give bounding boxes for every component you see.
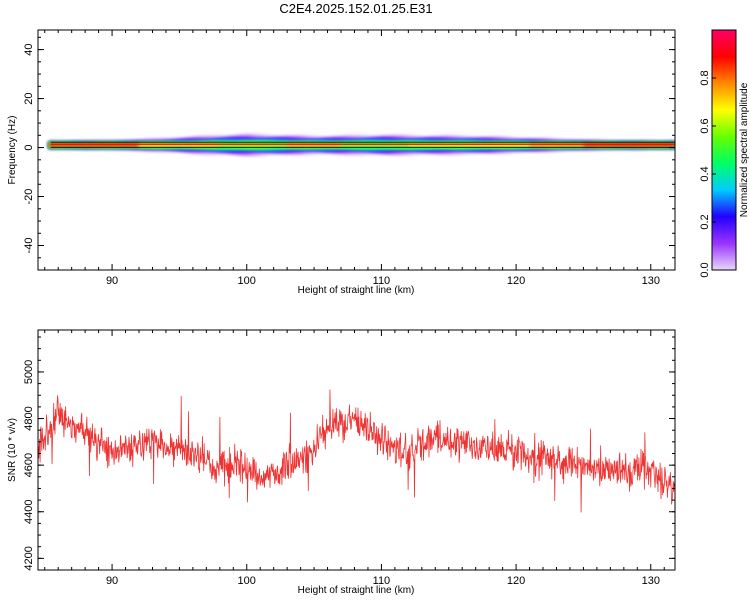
colorbar-tick-label: 0.0 [699,262,711,277]
spectrogram-y-ticks: -40 -20 0 20 40 [23,36,675,271]
x-tick-label: 120 [507,275,525,287]
colorbar: 0.0 0.2 0.4 0.6 0.8 Normalized spectral ampl… [699,29,750,278]
snr-line-area [38,389,675,513]
colorbar-tick-label: 0.2 [699,214,711,229]
y-tick-label: 4400 [23,500,35,524]
snr-x-axis-label: Height of straight line (km) [298,585,415,596]
y-tick-label: -20 [23,189,35,205]
spectral-band-core [219,143,288,147]
y-tick-label: 4800 [23,406,35,430]
x-tick-label: 130 [642,575,660,587]
spectrogram-heatmap [48,133,675,157]
x-tick-label: 130 [642,275,660,287]
spectrogram-frame [37,29,676,271]
snr-y-ticks: 4200 4400 4600 4800 5000 [23,336,675,571]
spectrogram-x-ticks: 90 100 110 120 130 [44,30,665,287]
snr-x-ticks: 90 100 110 120 130 [44,330,665,587]
spectrogram-panel: 90 100 110 120 130 -40 -20 0 20 40 Height of str… [7,29,676,296]
spectral-band-core [583,143,675,147]
spectral-band-core [462,143,530,147]
colorbar-ticks: 0.0 0.2 0.4 0.6 0.8 [699,70,716,278]
colorbar-tick-label: 0.4 [699,166,711,181]
snr-series-line [38,389,675,513]
spectral-band-core [341,143,409,147]
colorbar-gradient [711,29,737,271]
y-tick-label: 0 [23,144,35,150]
y-tick-label: 20 [23,92,35,104]
spectral-band-core [139,143,220,147]
y-tick-label: 5000 [23,360,35,384]
y-tick-label: -40 [23,238,35,254]
snr-panel: 90 100 110 120 130 4200 4400 4600 4800 5000 Heig… [7,329,676,596]
spectral-band-core [408,143,463,147]
spectrogram-y-axis-label: Frequency (Hz) [7,116,18,185]
x-tick-label: 100 [238,575,256,587]
x-tick-label: 100 [238,275,256,287]
colorbar-label: Normalized spectral amplitude [739,82,750,217]
x-tick-label: 120 [507,575,525,587]
snr-frame [37,329,676,571]
x-tick-label: 110 [373,275,391,287]
figure-title: C2E4.2025.152.01.25.E31 [279,1,432,16]
x-tick-label: 90 [106,275,118,287]
y-tick-label: 4200 [23,546,35,570]
x-tick-label: 90 [106,575,118,587]
colorbar-tick-label: 0.8 [699,70,711,85]
spectral-band-core [529,143,584,147]
y-tick-label: 40 [23,43,35,55]
spectral-band-core [287,143,342,147]
snr-y-axis-label: SNR (10 * v/v) [7,418,18,482]
spectral-band-core [48,143,140,147]
y-tick-label: 4600 [23,453,35,477]
x-tick-label: 110 [373,575,391,587]
spectrogram-x-axis-label: Height of straight line (km) [298,285,415,296]
colorbar-tick-label: 0.6 [699,118,711,133]
